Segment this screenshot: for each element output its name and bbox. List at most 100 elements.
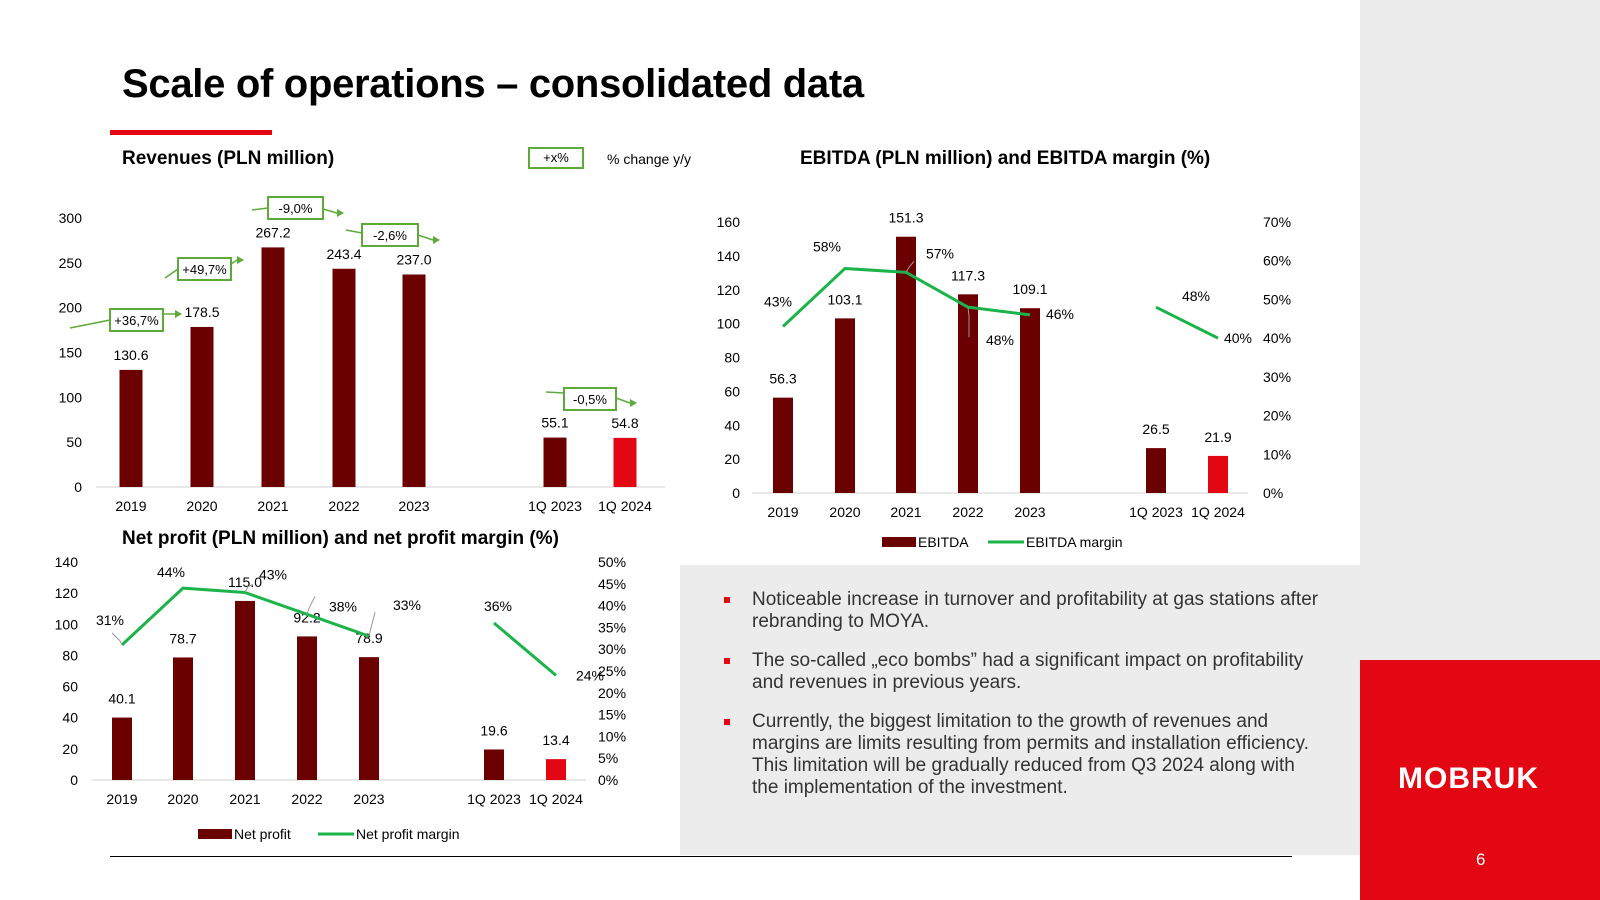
change-box <box>267 196 324 220</box>
margin-leader-line <box>244 584 254 593</box>
y-tick-label: 100 <box>59 389 83 405</box>
revenues-chart-title: Revenues (PLN million) <box>122 148 335 169</box>
bar-value-label: 78.7 <box>169 630 196 646</box>
change-arrow-out <box>417 234 434 241</box>
bar-value-label: 130.6 <box>113 347 148 363</box>
bar <box>546 759 566 780</box>
bar-value-label: 55.1 <box>541 415 568 431</box>
y2-tick-label: 35% <box>598 619 626 635</box>
y2-tick-label: 20% <box>1263 408 1291 424</box>
change-arrowhead <box>630 399 637 407</box>
y2-tick-label: 15% <box>598 707 626 723</box>
netprofit-chart: 0 20 40 60 80 100 120 140 0% 5% 10% 15% 20% 25% 30% 35%… <box>55 554 626 842</box>
bar-value-label: 151.3 <box>888 210 923 226</box>
y-tick-label: 300 <box>59 210 83 226</box>
y-tick-label: 80 <box>62 647 78 663</box>
bar <box>332 268 356 487</box>
bar <box>190 326 214 487</box>
change-arrow-in <box>69 319 111 329</box>
x-tick-label: 2020 <box>829 504 860 520</box>
bar <box>958 294 978 493</box>
margin-label: 24% <box>576 667 604 683</box>
x-tick-label: 2019 <box>767 504 798 520</box>
margin-label: 38% <box>329 598 357 614</box>
change-label: +36,7% <box>114 313 159 328</box>
ebitda-chart: 0 20 40 60 80 100 120 140 160 0% 10% 20% 30% 40% 50% 60… <box>717 210 1291 550</box>
bar-value-label: 267.2 <box>255 224 290 240</box>
bullet-text: Noticeable increase in turnover and prof… <box>752 589 1319 632</box>
bar-value-label: 117.3 <box>951 267 985 283</box>
mobruk-logo: MOBRUK <box>1398 762 1539 795</box>
bullet-marker <box>724 719 730 725</box>
bar <box>896 236 916 493</box>
change-arrowhead <box>433 236 440 244</box>
y2-tick-label: 25% <box>598 663 626 679</box>
y-tick-label: 20 <box>724 451 740 467</box>
x-tick-label: 2020 <box>167 791 198 807</box>
bullet-text: The so-called „eco bombs” had a signific… <box>752 650 1304 693</box>
margin-label: 48% <box>1182 288 1210 304</box>
bar-value-label: 21.9 <box>1204 429 1231 445</box>
margin-label: 58% <box>813 238 841 254</box>
y-tick-label: 160 <box>717 214 741 230</box>
change-label: -2,6% <box>373 228 407 243</box>
bar <box>235 600 255 780</box>
bar-value-label: 243.4 <box>326 246 361 262</box>
y-tick-label: 250 <box>59 255 83 271</box>
margin-leader-line <box>111 632 123 646</box>
legend-bar-label: Net profit <box>234 826 291 842</box>
x-tick-label: 2020 <box>186 498 217 514</box>
y2-tick-label: 0% <box>598 772 618 788</box>
margin-label: 48% <box>986 332 1014 348</box>
x-tick-label: 2023 <box>398 498 429 514</box>
y-tick-label: 120 <box>717 282 741 298</box>
change-arrow-out <box>615 397 631 404</box>
bar <box>112 717 132 780</box>
x-tick-label: 2021 <box>890 504 921 520</box>
x-tick-label: 1Q 2023 <box>1129 504 1183 520</box>
y2-tick-label: 20% <box>598 685 626 701</box>
bar <box>119 369 143 487</box>
brand-block <box>1360 660 1600 900</box>
margin-line-annual <box>781 266 1031 328</box>
margin-label: 40% <box>1224 330 1252 346</box>
x-tick-label: 2022 <box>328 498 359 514</box>
y-tick-label: 150 <box>59 345 83 361</box>
margin-label: 43% <box>764 294 792 310</box>
x-tick-label: 2023 <box>353 791 384 807</box>
y-tick-label: 120 <box>55 585 79 601</box>
y2-tick-label: 30% <box>598 641 626 657</box>
y-tick-label: 0 <box>732 485 740 501</box>
change-label: +49,7% <box>182 262 227 277</box>
x-tick-label: 2021 <box>257 498 288 514</box>
bar-value-label: 56.3 <box>769 371 796 387</box>
bar <box>484 749 504 780</box>
bar-value-label: 54.8 <box>611 415 638 431</box>
margin-line-quarterly <box>493 621 557 677</box>
bullet-list: Noticeable increase in turnover and prof… <box>720 589 1320 816</box>
y2-tick-label: 10% <box>598 728 626 744</box>
y-tick-label: 200 <box>59 300 83 316</box>
bar <box>297 636 317 780</box>
bullet-text: Currently, the biggest limitation to the… <box>752 711 1309 798</box>
change-label: -0,5% <box>573 392 607 407</box>
bar <box>1020 308 1040 493</box>
bar <box>1208 455 1228 493</box>
x-tick-label: 2022 <box>291 791 322 807</box>
bar <box>835 318 855 493</box>
margin-leader-line <box>306 596 316 615</box>
legend-line-label: Net profit margin <box>356 826 459 842</box>
bullet-marker <box>724 658 730 664</box>
title-underline <box>110 130 272 135</box>
y2-tick-label: 45% <box>598 576 626 592</box>
y-tick-label: 0 <box>74 479 82 495</box>
bar-value-label: 40.1 <box>108 691 135 707</box>
y2-tick-label: 5% <box>598 750 618 766</box>
y2-tick-label: 40% <box>598 598 626 614</box>
legend-bar-swatch <box>882 537 916 547</box>
x-tick-label: 2021 <box>229 791 260 807</box>
change-legend-label: % change y/y <box>607 151 692 167</box>
margin-line-annual <box>120 586 370 646</box>
x-tick-label: 1Q 2024 <box>598 498 652 514</box>
change-arrowhead <box>175 310 182 318</box>
